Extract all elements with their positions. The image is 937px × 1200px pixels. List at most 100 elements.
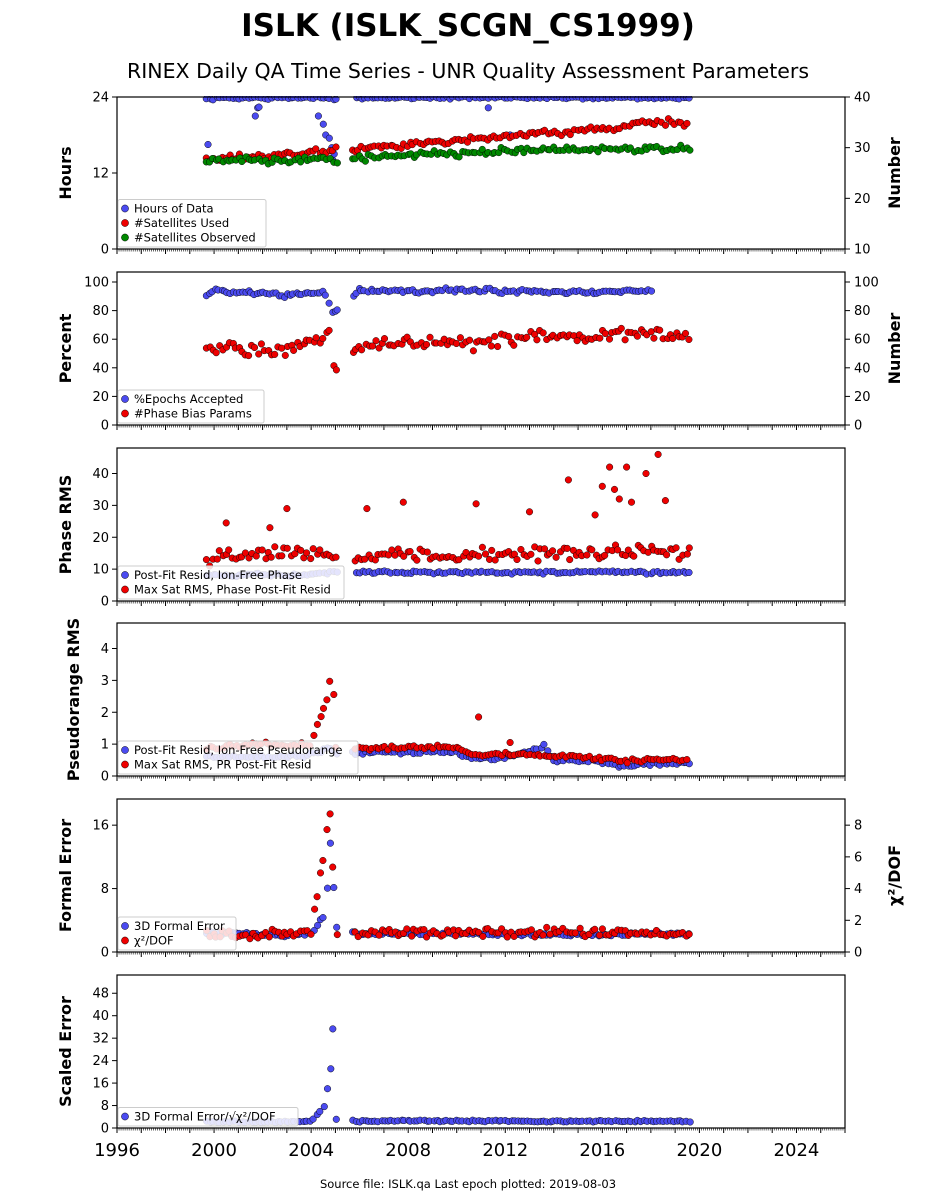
data-point	[202, 556, 210, 564]
data-point	[598, 925, 606, 933]
data-point	[543, 923, 551, 931]
data-point	[487, 342, 495, 350]
data-point	[319, 334, 327, 343]
data-point	[307, 555, 315, 563]
data-point	[333, 159, 341, 167]
data-point	[326, 839, 334, 847]
data-point	[656, 326, 664, 334]
y-tick-label: 24	[92, 91, 109, 106]
data-point-outlier	[654, 450, 662, 458]
legend-label: Max Sat RMS, Phase Post-Fit Resid	[134, 583, 331, 597]
data-point	[594, 148, 602, 156]
data-point	[319, 856, 327, 865]
data-point	[361, 555, 369, 563]
data-point	[327, 1065, 335, 1073]
data-point	[566, 556, 574, 564]
data-point	[479, 932, 487, 940]
legend-marker	[121, 760, 129, 769]
data-point	[601, 329, 609, 338]
data-point	[326, 810, 334, 818]
data-point	[283, 544, 291, 552]
data-point-outlier	[255, 103, 263, 111]
legend-box	[117, 199, 267, 248]
data-point	[456, 334, 464, 342]
data-point	[326, 677, 334, 685]
data-point-outlier	[642, 469, 650, 478]
data-point	[281, 351, 289, 359]
legend-box	[117, 389, 265, 424]
y-tick-label: 16	[92, 1077, 109, 1092]
data-point	[683, 756, 691, 764]
data-point-outlier	[222, 519, 230, 527]
y-tick-label: 80	[92, 304, 109, 319]
data-point	[685, 544, 693, 552]
legend-marker	[121, 922, 129, 930]
data-point	[669, 334, 677, 343]
data-point	[623, 759, 631, 767]
legend-label: #Satellites Observed	[134, 231, 256, 245]
data-point	[250, 343, 259, 352]
data-point	[513, 555, 521, 564]
y-axis-label: Phase RMS	[56, 475, 75, 575]
data-point	[685, 930, 693, 938]
data-point	[563, 544, 571, 552]
data-point	[278, 552, 286, 560]
y-tick-label: 8	[101, 882, 109, 897]
y2-tick-label: 2	[854, 914, 862, 929]
y-axis-label: Pseudorange RMS	[64, 618, 83, 781]
data-point-outlier	[363, 505, 371, 513]
data-point	[630, 552, 638, 560]
data-point	[661, 121, 670, 129]
data-point-outlier	[661, 497, 669, 505]
y-tick-label: 32	[92, 1032, 109, 1047]
data-point	[323, 696, 331, 704]
y-tick-label: 0	[101, 770, 109, 785]
data-point	[303, 549, 311, 557]
data-point	[316, 869, 325, 877]
data-point	[624, 546, 632, 554]
data-point	[663, 551, 671, 559]
data-point	[213, 555, 221, 563]
data-point	[312, 145, 320, 153]
data-point	[333, 306, 341, 314]
y-tick-label: 100	[84, 276, 109, 291]
y2-tick-label: 10	[854, 243, 871, 258]
y2-tick-label: 100	[854, 276, 879, 291]
data-point	[510, 341, 518, 349]
legend-label: 3D Formal Error/√χ²/DOF	[134, 1110, 276, 1124]
legend-box	[117, 740, 359, 775]
data-point	[596, 931, 604, 939]
legend-box	[117, 1107, 299, 1127]
data-point	[681, 329, 690, 337]
data-point-outlier	[506, 738, 514, 747]
x-tick-label: 2000	[191, 1140, 237, 1161]
data-point	[621, 336, 629, 344]
y-tick-label: 20	[92, 390, 109, 405]
panel-3-points	[202, 450, 693, 581]
panel-2: 0 20 40 60 80 100 0 20 40 60 80 100 Percent Number %Ep…	[56, 271, 904, 434]
data-point	[605, 335, 614, 343]
data-point	[686, 1118, 694, 1126]
data-point	[313, 893, 321, 901]
data-point-outlier	[610, 485, 619, 493]
data-point	[325, 299, 333, 307]
legend-marker	[121, 395, 129, 403]
data-point	[238, 157, 246, 166]
panel-3: 0 10 20 30 40 Phase RMS Post-Fit Resid, Ion-Fr…	[56, 447, 846, 610]
data-point	[319, 914, 327, 922]
data-point	[469, 347, 477, 355]
legend-marker	[121, 936, 129, 945]
data-point	[685, 568, 693, 577]
data-point	[313, 720, 321, 728]
y-tick-label: 48	[92, 987, 109, 1002]
legend-marker	[121, 233, 129, 242]
data-point	[601, 551, 609, 559]
data-point	[320, 1103, 328, 1111]
data-point	[517, 545, 525, 554]
data-point-outlier	[615, 495, 623, 503]
data-point	[420, 926, 428, 934]
data-point	[614, 546, 622, 554]
data-point	[271, 543, 279, 551]
